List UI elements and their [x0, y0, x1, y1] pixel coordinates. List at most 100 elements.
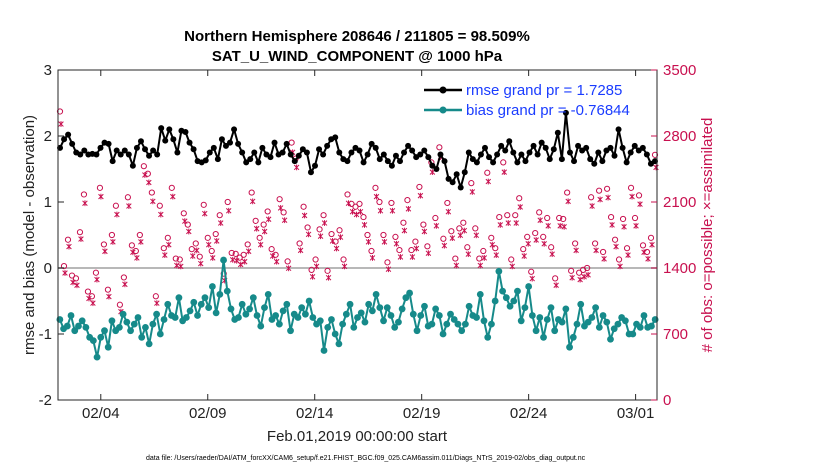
- obs-possible-marker: [236, 254, 243, 261]
- obs-possible-marker: [136, 231, 143, 239]
- bias-point: [182, 314, 190, 321]
- chart-subtitle: SAT_U_WIND_COMPONENT @ 1000 hPa: [212, 48, 503, 65]
- bias-point: [528, 312, 536, 319]
- obs-possible-marker: [80, 191, 88, 198]
- rmse-point: [344, 158, 351, 165]
- obs-possible-marker: [200, 201, 207, 208]
- obs-possible-marker: [248, 189, 255, 196]
- obs-possible-marker: [76, 229, 84, 236]
- rmse-point: [401, 149, 408, 156]
- obs-assimilated-marker: [385, 266, 392, 273]
- obs-possible-marker: [647, 234, 655, 241]
- obs-possible-marker: [532, 230, 539, 237]
- obs-assimilated-marker: [537, 217, 543, 224]
- rmse-point: [222, 142, 229, 149]
- rmse-point: [388, 162, 395, 169]
- obs-possible-marker: [472, 225, 479, 232]
- rmse-point: [380, 151, 387, 158]
- obs-possible-marker: [468, 180, 475, 187]
- bias-point: [142, 324, 149, 331]
- obs-assimilated-marker: [138, 238, 144, 245]
- obs-possible-marker: [576, 269, 583, 276]
- obs-assimilated-marker: [58, 121, 64, 127]
- obs-assimilated-marker: [150, 198, 156, 205]
- rmse-point: [348, 149, 355, 156]
- rmse-point: [506, 138, 513, 145]
- obs-possible-marker: [572, 240, 579, 247]
- rmse-point: [320, 151, 327, 158]
- obs-possible-marker: [524, 233, 531, 240]
- obs-possible-marker: [216, 212, 223, 219]
- obs-assimilated-marker: [313, 263, 320, 270]
- obs-assimilated-marker: [82, 200, 88, 207]
- rmse-point: [312, 162, 319, 169]
- obs-possible-marker: [592, 240, 599, 247]
- obs-assimilated-marker: [465, 251, 472, 258]
- bias-point: [614, 320, 622, 328]
- obs-possible-marker: [124, 194, 131, 201]
- obs-possible-marker: [92, 269, 100, 276]
- rmse-point: [498, 142, 505, 149]
- obs-possible-marker: [192, 240, 199, 247]
- obs-possible-marker: [344, 191, 351, 198]
- obs-possible-marker: [528, 268, 535, 275]
- legend-bias-marker: [439, 106, 447, 114]
- obs-possible-marker: [204, 234, 211, 241]
- obs-possible-marker: [476, 255, 483, 262]
- obs-possible-marker: [296, 240, 303, 247]
- obs-assimilated-marker: [126, 203, 132, 209]
- obs-possible-marker: [560, 215, 567, 223]
- obs-assimilated-marker: [557, 222, 563, 229]
- bias-point: [566, 343, 573, 351]
- obs-assimilated-marker: [205, 241, 212, 248]
- obs-possible-marker: [168, 184, 175, 191]
- obs-possible-marker: [252, 217, 259, 224]
- obs-assimilated-marker: [106, 293, 112, 300]
- bias-point: [499, 287, 506, 295]
- bias-point: [395, 318, 402, 326]
- bias-point: [235, 314, 242, 321]
- obs-possible-marker: [432, 214, 439, 222]
- bias-point: [127, 327, 134, 335]
- obs-assimilated-marker: [102, 248, 108, 255]
- x-tick-label: 02/24: [510, 405, 548, 422]
- obs-possible-marker: [380, 231, 387, 239]
- rmse-point: [57, 144, 64, 151]
- obs-possible-marker: [544, 214, 551, 222]
- obs-assimilated-marker: [158, 211, 164, 218]
- rmse-point: [409, 147, 416, 154]
- bias-point: [450, 316, 458, 323]
- obs-assimilated-marker: [425, 250, 432, 257]
- obs-possible-marker: [316, 226, 323, 233]
- obs-assimilated-marker: [190, 253, 196, 259]
- obs-possible-marker: [504, 212, 511, 219]
- obs-possible-marker: [603, 185, 611, 192]
- obs-assimilated-marker: [333, 245, 340, 252]
- rmse-point: [235, 140, 242, 147]
- bias-point: [134, 314, 142, 321]
- obs-assimilated-marker: [573, 247, 579, 254]
- obs-possible-marker: [320, 212, 327, 219]
- rmse-point: [109, 158, 116, 165]
- obs-possible-marker: [639, 242, 647, 249]
- obs-possible-marker: [520, 246, 527, 253]
- obs-assimilated-marker: [265, 216, 272, 223]
- bias-point: [517, 317, 525, 325]
- obs-assimilated-marker: [601, 255, 607, 262]
- bias-point: [588, 314, 596, 321]
- obs-assimilated-marker: [309, 273, 316, 280]
- bias-point: [621, 317, 629, 325]
- obs-possible-marker: [72, 275, 80, 282]
- obs-assimilated-marker: [589, 203, 595, 209]
- rmse-point: [137, 138, 144, 145]
- bias-point: [78, 317, 86, 325]
- bias-point: [153, 310, 160, 318]
- obs-possible-marker: [356, 200, 363, 207]
- obs-assimilated-marker: [453, 262, 460, 269]
- obs-possible-marker: [308, 266, 315, 273]
- obs-assimilated-marker: [617, 263, 623, 270]
- obs-possible-marker: [148, 189, 155, 196]
- bias-point: [603, 318, 611, 326]
- legend-bias-label: bias grand pr = -0.76844: [466, 102, 630, 119]
